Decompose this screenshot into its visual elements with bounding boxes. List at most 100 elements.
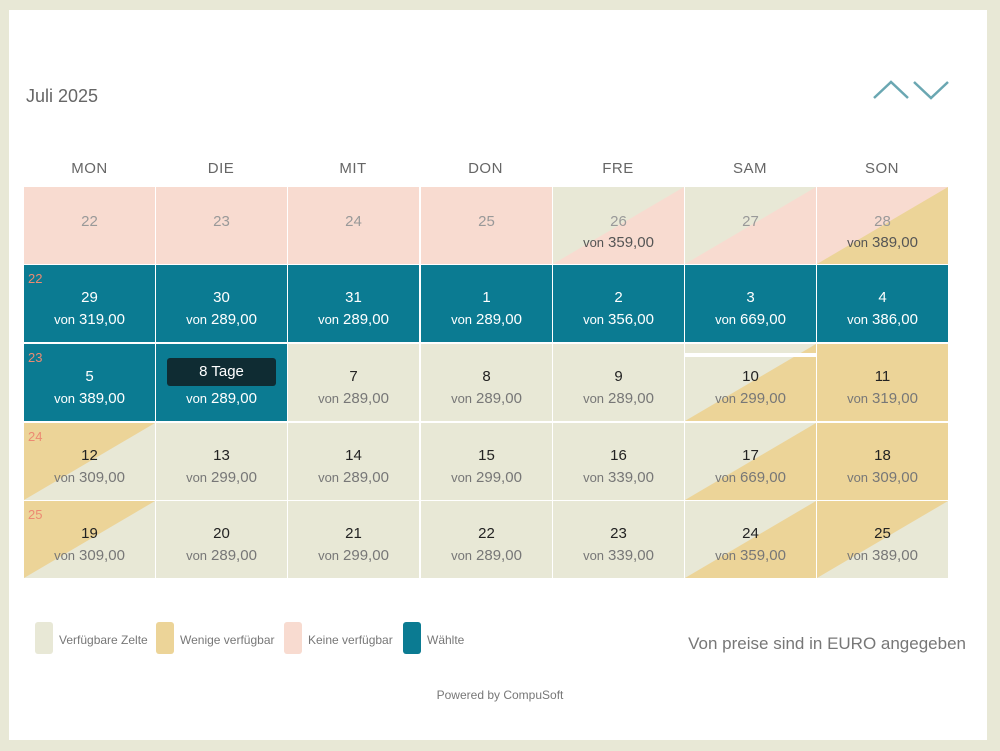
price-prefix: von xyxy=(54,312,76,327)
calendar-day-cell[interactable]: 17 von 669,00 xyxy=(685,423,816,500)
price-prefix: von xyxy=(451,312,473,327)
calendar-day-cell[interactable]: 13 von 299,00 xyxy=(156,423,287,500)
calendar-day-cell[interactable]: 25 xyxy=(421,187,552,264)
price-value: 289,00 xyxy=(211,311,257,328)
calendar-day-cell[interactable]: 14 von 289,00 xyxy=(288,423,419,500)
calendar-day-cell[interactable]: 8 von 289,00 xyxy=(421,344,552,421)
weekday-label: MON xyxy=(71,160,108,177)
calendar-day-cell[interactable]: 21 von 299,00 xyxy=(288,501,419,578)
week-number: 23 xyxy=(28,350,43,365)
calendar-day-cell[interactable]: 2 von 356,00 xyxy=(553,265,684,342)
calendar-day-cell[interactable]: 30 von 289,00 xyxy=(156,265,287,342)
cell-background xyxy=(156,265,287,342)
price-prefix: von xyxy=(186,312,208,327)
day-price: von 319,00 xyxy=(817,390,948,407)
day-number: 4 xyxy=(878,289,887,306)
calendar-day-cell[interactable]: 20 von 289,00 xyxy=(156,501,287,578)
calendar-day-cell[interactable]: 27 xyxy=(685,187,816,264)
day-price: von 289,00 xyxy=(156,390,287,407)
calendar-day-cell[interactable]: 11 von 319,00 xyxy=(817,344,948,421)
day-price: von 289,00 xyxy=(288,390,419,407)
day-number: 12 xyxy=(81,447,98,464)
calendar-day-cell[interactable]: 16 von 339,00 xyxy=(553,423,684,500)
calendar-day-cell[interactable]: 3 von 669,00 xyxy=(685,265,816,342)
day-number: 15 xyxy=(478,447,495,464)
price-value: 299,00 xyxy=(211,469,257,486)
day-price: von 309,00 xyxy=(817,469,948,486)
legend-label: Verfügbare Zelte xyxy=(59,633,148,647)
day-price: von 389,00 xyxy=(817,234,948,251)
price-value: 669,00 xyxy=(740,469,786,486)
day-number: 31 xyxy=(345,289,362,306)
day-price: von 669,00 xyxy=(685,469,816,486)
day-number: 21 xyxy=(345,525,362,542)
price-prefix: von xyxy=(583,391,605,406)
price-prefix: von xyxy=(451,548,473,563)
price-prefix: von xyxy=(583,235,605,250)
week-number: 24 xyxy=(28,429,43,444)
price-value: 386,00 xyxy=(872,311,918,328)
calendar-day-cell[interactable]: 23 von 339,00 xyxy=(553,501,684,578)
next-month-button[interactable] xyxy=(912,76,950,106)
calendar-day-cell[interactable]: 24 von 359,00 xyxy=(685,501,816,578)
day-number: 24 xyxy=(742,525,759,542)
price-value: 289,00 xyxy=(343,469,389,486)
calendar-day-cell[interactable]: 23 xyxy=(156,187,287,264)
day-price: von 289,00 xyxy=(421,390,552,407)
legend-label: Keine verfügbar xyxy=(308,633,393,647)
day-price: von 359,00 xyxy=(685,547,816,564)
price-prefix: von xyxy=(715,470,737,485)
cell-background xyxy=(553,344,684,421)
chevron-up-icon xyxy=(873,80,909,99)
calendar-day-cell[interactable]: 22 xyxy=(24,187,155,264)
price-prefix: von xyxy=(186,470,208,485)
weekday-label: MIT xyxy=(339,160,367,177)
day-number: 9 xyxy=(614,368,623,385)
day-number: 22 xyxy=(478,525,495,542)
calendar-day-cell[interactable]: 31 von 289,00 xyxy=(288,265,419,342)
cell-background xyxy=(156,423,287,500)
day-number: 24 xyxy=(345,213,362,230)
price-value: 309,00 xyxy=(79,469,125,486)
price-value: 339,00 xyxy=(608,469,654,486)
day-price: von 289,00 xyxy=(288,311,419,328)
price-value: 289,00 xyxy=(343,311,389,328)
day-number: 17 xyxy=(742,447,759,464)
previous-month-button[interactable] xyxy=(872,76,910,106)
day-price: von 289,00 xyxy=(421,311,552,328)
calendar-day-cell[interactable]: 15 von 299,00 xyxy=(421,423,552,500)
calendar-day-cell[interactable]: 29 von 319,00 22 xyxy=(24,265,155,342)
cell-background xyxy=(24,344,155,421)
day-number: 25 xyxy=(874,525,891,542)
price-prefix: von xyxy=(583,548,605,563)
price-prefix: von xyxy=(451,470,473,485)
cell-background xyxy=(553,265,684,342)
price-prefix: von xyxy=(715,312,737,327)
weekday-label: SAM xyxy=(732,160,767,177)
calendar-day-cell[interactable]: 22 von 289,00 xyxy=(421,501,552,578)
calendar-day-cell[interactable]: 9 von 289,00 xyxy=(553,344,684,421)
day-price: von 319,00 xyxy=(24,311,155,328)
day-price: von 356,00 xyxy=(553,311,684,328)
price-prefix: von xyxy=(715,548,737,563)
calendar-day-cell[interactable]: 26 von 359,00 xyxy=(553,187,684,264)
cell-background xyxy=(421,187,552,264)
calendar-day-cell[interactable]: 28 von 389,00 xyxy=(817,187,948,264)
day-number: 22 xyxy=(81,213,98,230)
cell-background xyxy=(817,187,948,264)
calendar-day-cell[interactable]: 18 von 309,00 xyxy=(817,423,948,500)
price-value: 299,00 xyxy=(740,390,786,407)
calendar-day-cell[interactable]: 4 von 386,00 xyxy=(817,265,948,342)
calendar-day-cell[interactable]: 19 von 309,00 25 xyxy=(24,501,155,578)
price-value: 356,00 xyxy=(608,311,654,328)
calendar-day-cell[interactable]: 25 von 389,00 xyxy=(817,501,948,578)
calendar-day-cell[interactable]: 7 von 289,00 xyxy=(288,344,419,421)
calendar-day-cell[interactable]: 24 xyxy=(288,187,419,264)
calendar-day-cell[interactable]: 1 von 289,00 xyxy=(421,265,552,342)
legend-swatch xyxy=(156,622,174,654)
cell-background xyxy=(421,265,552,342)
calendar-day-cell[interactable]: 12 von 309,00 24 xyxy=(24,423,155,500)
cell-background xyxy=(24,187,155,264)
price-prefix: von xyxy=(318,391,340,406)
calendar-day-cell[interactable]: 5 von 389,00 23 xyxy=(24,344,155,421)
